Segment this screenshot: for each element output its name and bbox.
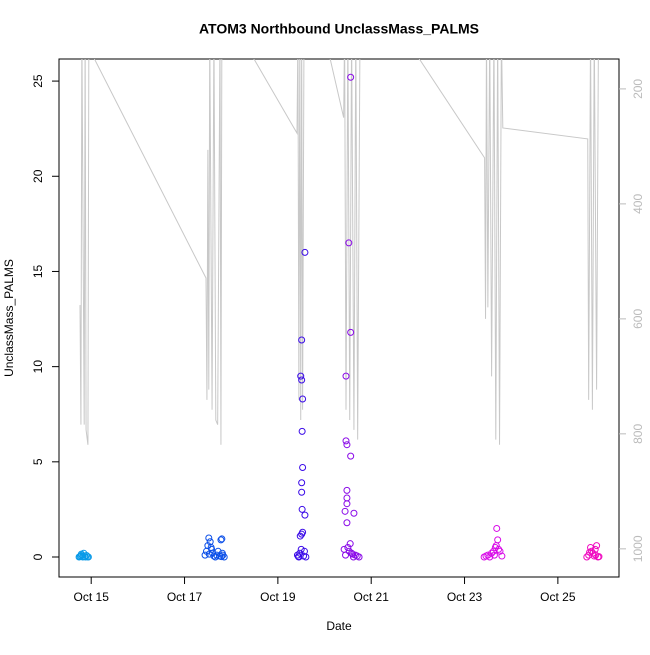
point — [298, 505, 306, 513]
point — [590, 552, 598, 560]
point — [347, 328, 355, 336]
point — [205, 550, 213, 558]
point — [498, 552, 506, 560]
x-tick-label: Oct 15 — [74, 590, 110, 604]
y2-tick-label: 1000 — [631, 535, 645, 562]
point — [586, 548, 594, 556]
x-tick-label: Oct 17 — [167, 590, 203, 604]
point — [218, 535, 226, 543]
point — [301, 248, 309, 256]
point — [493, 524, 501, 532]
point — [343, 486, 351, 494]
y2-tick-label: 800 — [631, 424, 645, 444]
y-tick-label: 5 — [31, 458, 45, 465]
y-tick-label: 15 — [31, 264, 45, 278]
y-tick-label: 20 — [31, 169, 45, 183]
x-tick-label: Oct 23 — [447, 590, 483, 604]
point — [220, 553, 228, 561]
plot-frame — [58, 58, 620, 578]
plot-area — [75, 59, 603, 561]
point — [591, 545, 599, 553]
point — [343, 500, 351, 508]
point — [297, 372, 305, 380]
point — [342, 551, 350, 559]
point — [593, 542, 601, 550]
point — [294, 553, 302, 561]
point — [302, 553, 310, 561]
point — [299, 464, 307, 472]
x-axis-label: Date — [326, 619, 352, 633]
point — [348, 549, 356, 557]
point — [595, 553, 603, 561]
point — [79, 552, 87, 560]
point — [355, 553, 363, 561]
point — [205, 534, 213, 542]
chart-title: ATOM3 Northbound UnclassMass_PALMS — [199, 21, 479, 37]
point — [214, 547, 222, 555]
point — [77, 550, 85, 558]
point — [347, 452, 355, 460]
point — [343, 441, 351, 449]
point — [298, 336, 306, 344]
point — [587, 543, 595, 551]
point — [84, 553, 92, 561]
point — [344, 543, 352, 551]
point — [490, 551, 498, 559]
point — [299, 395, 307, 403]
y-axis-label: UnclassMass_PALMS — [2, 259, 16, 377]
point — [217, 536, 225, 544]
point — [494, 536, 502, 544]
point — [345, 239, 353, 247]
point — [298, 488, 306, 496]
line — [79, 59, 599, 445]
point — [207, 543, 215, 551]
point — [218, 549, 226, 557]
y2-tick-label: 400 — [631, 194, 645, 214]
y2-tick-label: 600 — [631, 309, 645, 329]
point — [342, 437, 350, 445]
point — [299, 528, 307, 536]
point — [350, 509, 358, 517]
y-tick-label: 10 — [31, 360, 45, 374]
point — [486, 553, 494, 561]
x-tick-label: Oct 21 — [354, 590, 390, 604]
point — [296, 532, 304, 540]
point — [342, 372, 350, 380]
point — [217, 553, 225, 561]
point — [343, 519, 351, 527]
y-tick-label: 25 — [31, 74, 45, 88]
point — [492, 542, 500, 550]
point — [298, 376, 306, 384]
point — [349, 550, 357, 558]
x-tick-label: Oct 25 — [540, 590, 576, 604]
point — [484, 551, 492, 559]
point — [341, 507, 349, 515]
point — [301, 511, 309, 519]
point — [343, 494, 351, 502]
point — [201, 551, 209, 559]
point — [83, 551, 91, 559]
point — [495, 545, 503, 553]
point — [346, 540, 354, 548]
y-tick-label: 0 — [31, 553, 45, 560]
point — [298, 427, 306, 435]
y2-tick-label: 200 — [631, 79, 645, 99]
x-tick-label: Oct 19 — [260, 590, 296, 604]
point — [298, 479, 306, 487]
point — [496, 547, 504, 555]
point — [347, 73, 355, 81]
